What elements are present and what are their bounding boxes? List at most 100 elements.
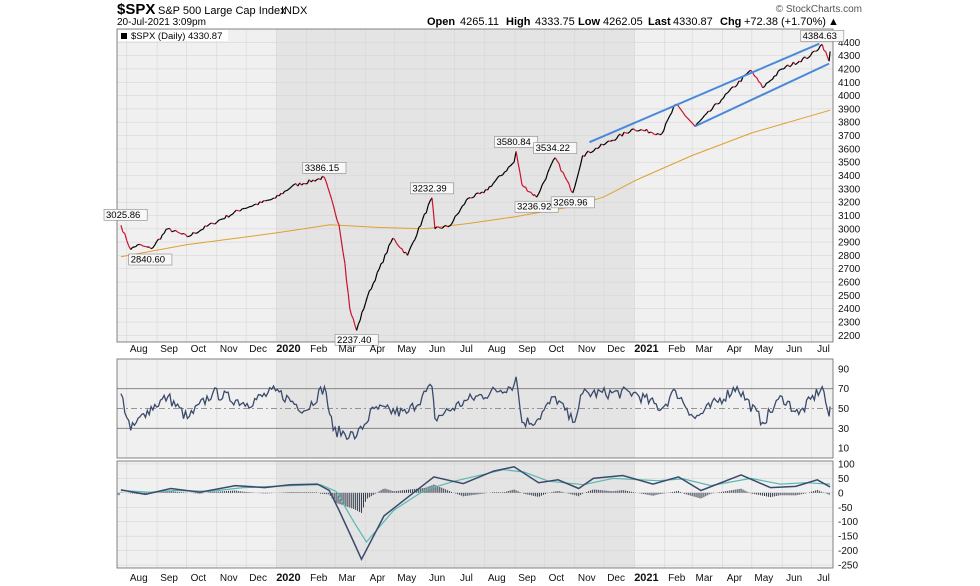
x-tick-label: Jun (429, 344, 445, 355)
price-segment (420, 219, 424, 226)
price-segment (485, 188, 488, 191)
annotation-label: 3232.39 (412, 183, 446, 194)
price-segment (717, 102, 720, 105)
price-segment (344, 263, 348, 281)
channel-upper-line (589, 42, 820, 144)
x-tick-label: Aug (488, 344, 506, 355)
price-frame (116, 28, 834, 343)
price-annotation: 3580.84 (494, 136, 538, 148)
price-segment (812, 50, 815, 53)
up-arrow-icon: ▲ (828, 16, 839, 28)
price-segment (635, 129, 638, 132)
price-segment (372, 280, 376, 284)
price-segment (780, 68, 783, 71)
price-segment (473, 193, 477, 198)
price-segment (684, 115, 688, 119)
momentum-frame (116, 460, 834, 569)
price-segment (434, 226, 438, 230)
annotation-label: 2237.40 (337, 335, 371, 346)
price-segment (479, 191, 483, 195)
price-segment (156, 238, 160, 242)
price-segment (130, 247, 133, 250)
price-segment (251, 204, 255, 207)
y-tick-label: 3600 (838, 144, 861, 155)
price-legend: $SPX (Daily) 4330.87 (118, 30, 228, 42)
price-segment (492, 180, 496, 184)
price-segment (208, 222, 212, 226)
y-tick-label: 4100 (838, 78, 861, 89)
price-segment (825, 51, 828, 57)
x-tick-label: Jul (817, 344, 830, 355)
price-segment (650, 131, 653, 134)
price-segment (239, 208, 243, 212)
price-segment (365, 296, 368, 303)
price-segment (394, 239, 398, 244)
price-segment (193, 231, 196, 234)
price-segment (190, 232, 194, 236)
price-segment (549, 163, 553, 169)
y-tick-label: 10 (838, 444, 850, 455)
y-tick-label: 2600 (838, 278, 861, 289)
price-segment (481, 191, 484, 194)
price-annotation: 3025.86 (103, 209, 148, 221)
y-tick-label: 50 (838, 404, 850, 415)
price-segment (370, 283, 374, 290)
open-value: 4265.11 (460, 16, 499, 28)
oscillator-panel: 10 30 50 70 90 (116, 358, 850, 459)
price-segment (196, 230, 200, 234)
price-segment (350, 314, 354, 319)
price-segment (696, 121, 700, 125)
price-segment (380, 261, 384, 265)
year-band (276, 461, 635, 568)
price-segment (475, 192, 479, 195)
price-segment (606, 140, 610, 143)
price-segment (785, 64, 789, 67)
price-segment (738, 80, 742, 83)
price-segment (604, 141, 608, 145)
price-segment (132, 246, 135, 249)
price-segment (441, 225, 445, 229)
price-segment (767, 80, 771, 83)
y-tick-label: 100 (838, 459, 855, 470)
price-segment (212, 222, 215, 225)
price-segment (148, 246, 152, 250)
price-segment (141, 244, 144, 247)
x-tick-label: Apr (727, 573, 743, 584)
price-segment (774, 75, 777, 77)
y-tick-label: 3200 (838, 198, 861, 209)
x-tick-label: Dec (607, 573, 625, 584)
x-tick-label: Nov (578, 344, 596, 355)
x-tick-label: Sep (160, 344, 178, 355)
price-segment (793, 61, 796, 65)
y-tick-label: -50 (838, 503, 853, 514)
x-tick-label: Sep (518, 344, 536, 355)
price-segment (709, 108, 713, 112)
price-annotation: 3534.22 (533, 142, 578, 154)
price-segment (471, 196, 475, 199)
y-tick-label: 2400 (838, 304, 861, 315)
momentum-panel: -250 -200 -150 -100 -50 0 50 100 (116, 459, 858, 572)
price-segment (454, 214, 458, 217)
price-segment (277, 194, 280, 197)
price-segment (558, 163, 562, 172)
price-segment (154, 241, 158, 246)
price-segment (422, 213, 425, 220)
price-segment (165, 228, 169, 230)
y-tick-label: 2300 (838, 318, 861, 329)
price-segment (556, 160, 560, 165)
price-segment (449, 223, 452, 227)
y-tick-label: 50 (838, 474, 850, 485)
price-segment (247, 206, 251, 208)
y-tick-label: 2200 (838, 331, 861, 342)
price-segment (220, 218, 223, 221)
price-segment (418, 225, 422, 228)
price-segment (615, 135, 619, 140)
annotation-box (800, 30, 845, 42)
price-segment (789, 64, 792, 68)
price-segment (414, 234, 418, 240)
price-segment (352, 318, 356, 326)
price-annotation: 3232.39 (410, 182, 454, 194)
x-tick-label: Oct (549, 573, 565, 584)
price-segment (663, 123, 667, 131)
price-segment (340, 238, 344, 253)
